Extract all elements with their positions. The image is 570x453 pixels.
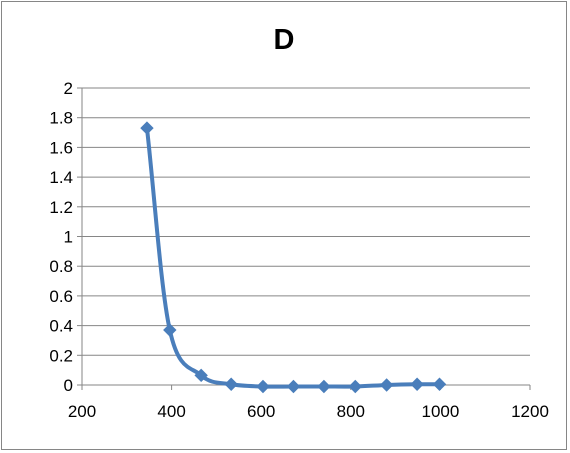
- x-tick-label: 800: [337, 402, 365, 421]
- x-tick-label: 400: [157, 402, 185, 421]
- data-point-marker: [256, 379, 270, 394]
- y-tick-label: 1.4: [49, 168, 73, 187]
- data-point-marker: [410, 377, 424, 391]
- x-axis-tick-labels: 200 400 600 800 1000 1200: [68, 402, 549, 421]
- series-layer: [140, 121, 447, 394]
- x-tick-label: 1200: [511, 402, 549, 421]
- y-tick-label: 0.8: [49, 257, 73, 276]
- y-tick-label: 1.8: [49, 109, 73, 128]
- data-point-marker: [286, 379, 301, 394]
- x-tick-label: 200: [68, 402, 96, 421]
- data-point-marker: [194, 368, 208, 383]
- axes: [77, 87, 531, 390]
- data-point-marker: [317, 379, 331, 394]
- data-point-marker: [432, 377, 447, 391]
- y-tick-label: 0: [64, 376, 73, 395]
- y-tick-label: 1: [64, 228, 73, 247]
- y-tick-label: 0.6: [49, 287, 73, 306]
- y-tick-label: 1.6: [49, 138, 73, 157]
- data-point-marker: [163, 323, 177, 337]
- chart-title: D: [273, 24, 295, 56]
- data-point-marker: [224, 377, 238, 391]
- x-tick-label: 1000: [421, 402, 459, 421]
- data-point-marker: [140, 121, 154, 135]
- y-tick-label: 0.4: [49, 317, 73, 336]
- y-tick-label: 1.2: [49, 198, 73, 217]
- data-point-marker: [348, 379, 362, 394]
- series-line: [144, 126, 442, 389]
- x-tick-label: 600: [247, 402, 275, 421]
- y-tick-label: 0.2: [49, 346, 73, 365]
- data-point-marker: [379, 378, 394, 392]
- y-tick-label: 2: [64, 79, 73, 98]
- y-axis-tick-labels: 0 0.2 0.4 0.6 0.8 1 1.2 1.4 1.6 1.8 2: [49, 79, 73, 395]
